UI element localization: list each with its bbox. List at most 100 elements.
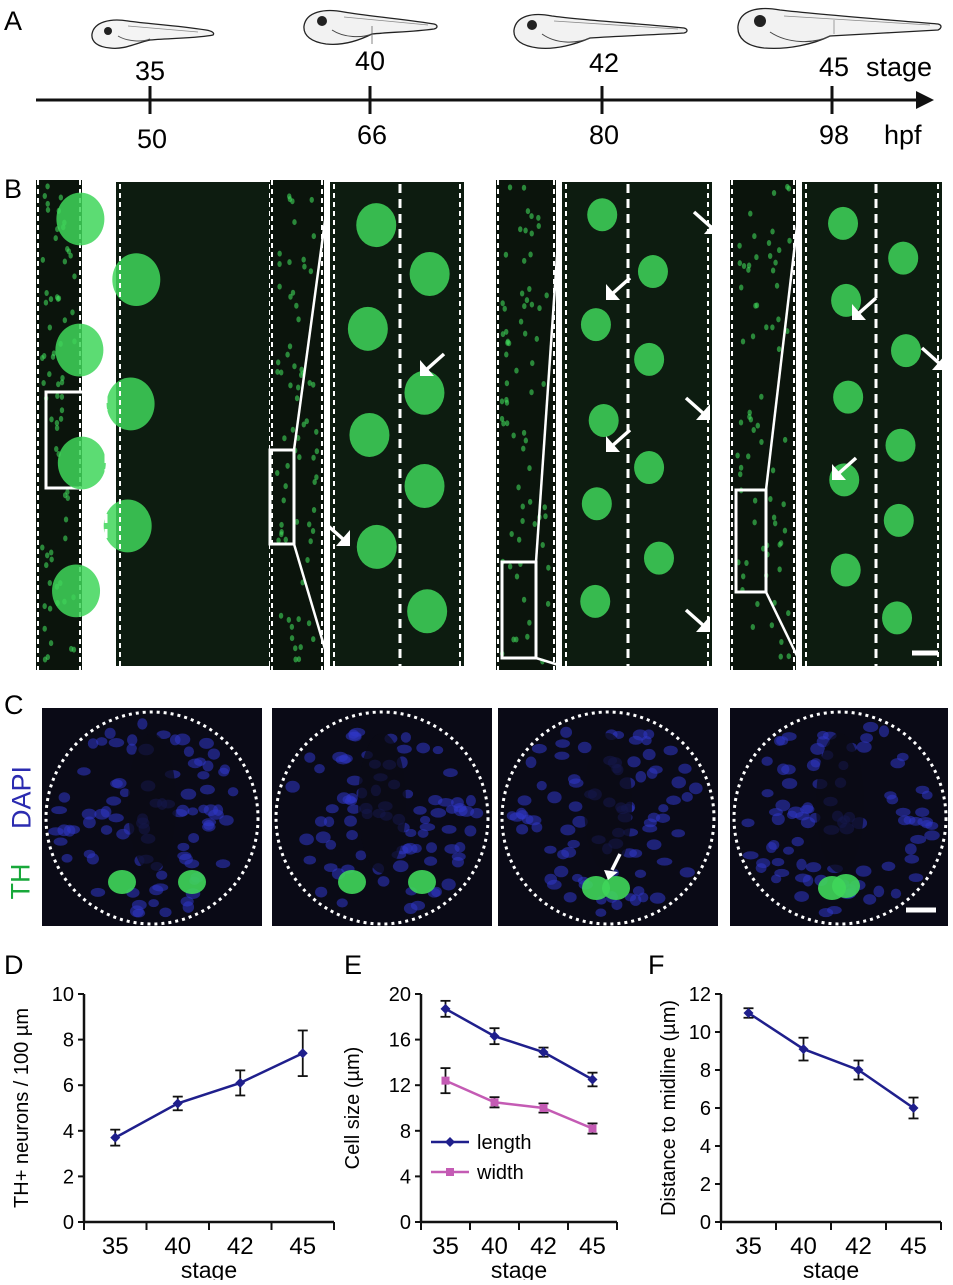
zoom-connector — [535, 656, 563, 668]
overview-cell — [751, 426, 756, 433]
x-axis-label: stage — [491, 1257, 547, 1280]
dapi-nucleus — [560, 824, 576, 836]
dapi-nucleus — [563, 892, 577, 903]
dapi-nucleus — [890, 758, 906, 769]
th-cell — [408, 870, 436, 894]
zoom-connector — [84, 487, 118, 667]
overview-cell — [311, 454, 316, 461]
overview-cell — [543, 513, 548, 520]
dapi-nucleus — [132, 908, 146, 918]
dapi-nucleus — [627, 756, 641, 768]
dapi-nucleus — [544, 873, 558, 885]
overview-cell — [530, 360, 535, 367]
dapi-nucleus — [218, 767, 230, 777]
panel-c-micrographs — [36, 708, 950, 928]
dapi-nucleus — [632, 886, 645, 896]
overview-cell — [293, 645, 298, 652]
dapi-nucleus — [878, 725, 890, 738]
dapi-nucleus — [897, 815, 912, 826]
x-axis-label: stage — [181, 1257, 237, 1280]
overview-cell — [60, 375, 65, 382]
overview-cell — [44, 562, 49, 569]
panel-label-b: B — [4, 174, 23, 204]
overview-cell — [55, 295, 61, 302]
arrow-head — [704, 218, 718, 234]
overview-cell — [311, 381, 316, 388]
th-neuron — [643, 541, 674, 575]
section-outline — [732, 710, 948, 926]
data-point — [587, 1074, 598, 1085]
y-tick-label: 10 — [689, 1022, 711, 1044]
y-tick-label: 4 — [63, 1121, 74, 1143]
overview-cell — [63, 516, 69, 523]
overview-cell — [49, 556, 54, 563]
chart-f: 0 2 4 6 8 10 12 35 40 42 45 stage Distance to midlin… — [635, 970, 953, 1283]
th-neuron — [56, 192, 105, 246]
dapi-nucleus — [655, 813, 671, 823]
overview-cell — [307, 379, 312, 386]
overview-cell — [774, 282, 780, 289]
dapi-nucleus — [131, 899, 147, 911]
x-axis-label: stage — [803, 1257, 859, 1280]
overview-cell — [45, 206, 51, 213]
dapi-nucleus — [688, 782, 703, 795]
overview-cell — [308, 538, 313, 545]
dapi-nucleus — [180, 896, 194, 907]
dapi-nucleus — [516, 824, 529, 835]
overview-cell — [514, 573, 520, 580]
overview-cell — [314, 448, 320, 455]
dapi-nucleus — [58, 792, 71, 803]
tadpole-stage45-illustration — [734, 4, 944, 57]
overview-cell — [546, 564, 551, 571]
overview-cell — [527, 498, 533, 505]
legend-marker — [445, 1137, 455, 1147]
dapi-nucleus — [572, 815, 588, 828]
th-neuron — [349, 412, 390, 457]
overview-cell — [297, 454, 302, 461]
overview-cell — [514, 367, 519, 374]
overview-cell — [786, 653, 791, 660]
y-tick-label: 8 — [700, 1060, 711, 1082]
dapi-nucleus — [137, 718, 148, 730]
overview-cell — [761, 545, 766, 552]
overview-cell — [59, 393, 65, 400]
dapi-nucleus — [663, 745, 678, 756]
overview-cell — [279, 521, 284, 528]
overview-cell — [522, 257, 527, 264]
dapi-nucleus — [61, 853, 73, 863]
dapi-nucleus — [805, 862, 822, 873]
th-neuron — [637, 255, 668, 289]
arrow-shaft — [610, 276, 632, 296]
stage-35-label: 35 — [134, 56, 166, 86]
arrow-shaft — [610, 428, 632, 448]
dapi-nucleus — [781, 732, 797, 741]
overview-cell — [503, 251, 509, 258]
zoom-box — [268, 448, 296, 546]
overview-cell — [292, 219, 297, 226]
overview-cell — [53, 235, 58, 242]
overview-cell — [764, 324, 769, 331]
dapi-nucleus — [424, 856, 438, 866]
overview-cell — [306, 521, 312, 528]
dapi-nucleus — [303, 855, 317, 865]
overview-cell — [787, 237, 792, 244]
zoom-connector — [292, 183, 332, 451]
overview-cell — [522, 330, 528, 337]
overview-cell — [312, 478, 317, 485]
overview-cell — [746, 262, 752, 269]
dapi-nucleus — [656, 857, 673, 866]
overview-cell — [50, 353, 56, 360]
overview-cell — [523, 437, 529, 444]
y-tick-label: 0 — [63, 1212, 74, 1234]
tadpole-stage35-illustration — [88, 12, 218, 59]
dapi-nucleus — [174, 733, 191, 746]
overview-cell — [311, 636, 316, 643]
overview-cell — [285, 462, 290, 469]
overview-cell — [499, 398, 505, 405]
dapi-nucleus — [781, 778, 798, 789]
overview-cell — [544, 292, 549, 299]
dapi-nucleus — [184, 859, 200, 869]
dapi-nucleus — [646, 839, 662, 850]
overview-cell — [294, 302, 299, 309]
overview-cell — [290, 289, 296, 296]
